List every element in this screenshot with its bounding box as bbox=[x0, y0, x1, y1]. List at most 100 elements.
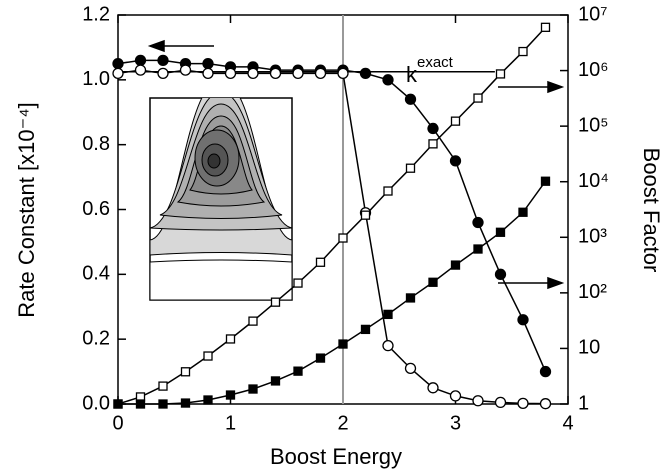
marker bbox=[383, 309, 393, 320]
y2-tick-label: 1 bbox=[578, 392, 589, 414]
y2-tick-label: 10⁷ bbox=[578, 3, 607, 25]
marker bbox=[427, 122, 439, 135]
y2-tick-label: 10² bbox=[578, 281, 607, 303]
marker bbox=[203, 351, 213, 361]
x-tick-label: 4 bbox=[562, 412, 573, 434]
x-tick-label: 2 bbox=[337, 412, 348, 434]
marker bbox=[473, 244, 483, 254]
marker bbox=[539, 398, 552, 410]
marker bbox=[472, 216, 484, 229]
marker bbox=[518, 207, 528, 217]
x-tick-label: 1 bbox=[225, 412, 236, 434]
marker bbox=[494, 396, 507, 409]
marker bbox=[270, 297, 281, 307]
marker bbox=[202, 67, 214, 79]
marker bbox=[269, 67, 282, 79]
marker bbox=[113, 399, 123, 409]
k-exact-k: k bbox=[406, 62, 418, 87]
marker bbox=[292, 67, 304, 79]
marker bbox=[495, 227, 506, 237]
marker bbox=[293, 278, 303, 288]
y-tick-label: 1.0 bbox=[82, 68, 110, 90]
marker bbox=[180, 367, 191, 377]
marker bbox=[158, 381, 168, 391]
marker bbox=[315, 257, 326, 267]
y2-tick-label: 10⁴ bbox=[578, 170, 609, 192]
marker bbox=[135, 399, 146, 409]
x-axis-title: Boost Energy bbox=[270, 444, 402, 469]
marker bbox=[517, 397, 529, 410]
marker bbox=[382, 74, 394, 86]
marker bbox=[359, 67, 372, 79]
marker bbox=[293, 366, 303, 376]
marker bbox=[473, 93, 483, 103]
marker bbox=[495, 69, 506, 79]
marker bbox=[225, 390, 236, 400]
k-exact-label: kexact bbox=[406, 54, 454, 87]
x-tick-label: 3 bbox=[450, 412, 461, 434]
marker bbox=[518, 46, 528, 57]
marker bbox=[450, 260, 461, 270]
y-tick-label: 0.2 bbox=[82, 327, 110, 349]
marker bbox=[360, 324, 371, 335]
marker bbox=[337, 67, 349, 79]
y2-tick-label: 10 bbox=[578, 337, 600, 359]
k-exact-sup: exact bbox=[417, 54, 454, 71]
marker bbox=[427, 382, 439, 394]
marker bbox=[540, 22, 551, 32]
marker bbox=[314, 67, 327, 79]
marker bbox=[494, 268, 507, 280]
marker bbox=[540, 176, 551, 186]
marker bbox=[134, 64, 147, 76]
marker bbox=[179, 64, 192, 76]
marker bbox=[134, 54, 147, 67]
y2-axis-title: Boost Factor bbox=[639, 148, 664, 273]
marker bbox=[338, 233, 348, 243]
marker bbox=[428, 139, 438, 149]
arrows bbox=[147, 39, 565, 290]
marker bbox=[539, 365, 552, 378]
marker bbox=[224, 67, 237, 79]
marker bbox=[360, 210, 371, 220]
marker bbox=[404, 362, 417, 374]
marker bbox=[405, 163, 416, 173]
marker bbox=[247, 67, 259, 79]
y-tick-label: 0.0 bbox=[82, 392, 110, 414]
marker bbox=[248, 316, 258, 326]
marker bbox=[248, 384, 258, 394]
y2-tick-label: 10⁵ bbox=[578, 114, 609, 136]
y-axis-title: Rate Constant [x10⁻⁴] bbox=[14, 102, 39, 318]
marker bbox=[112, 57, 124, 70]
marker bbox=[202, 57, 214, 70]
y-tick-label: 0.6 bbox=[82, 198, 110, 220]
y-tick-label: 0.8 bbox=[82, 133, 110, 155]
marker bbox=[404, 93, 417, 105]
y-tick-label: 1.2 bbox=[82, 3, 110, 25]
marker bbox=[338, 339, 348, 349]
marker bbox=[225, 334, 236, 344]
y-tick-label: 0.4 bbox=[82, 263, 110, 285]
marker bbox=[449, 390, 462, 402]
marker bbox=[315, 353, 326, 363]
y2-tick-label: 10³ bbox=[578, 226, 607, 248]
marker bbox=[383, 186, 393, 196]
marker bbox=[157, 67, 169, 79]
y2-tick-label: 10⁶ bbox=[578, 59, 608, 81]
marker bbox=[270, 376, 281, 386]
marker bbox=[405, 293, 416, 303]
marker bbox=[450, 116, 461, 126]
marker bbox=[180, 398, 191, 408]
marker bbox=[428, 277, 438, 287]
marker bbox=[517, 314, 529, 326]
marker bbox=[157, 54, 169, 67]
inset-contour bbox=[149, 97, 293, 301]
marker bbox=[203, 395, 213, 405]
marker bbox=[449, 155, 462, 167]
marker bbox=[472, 395, 484, 407]
marker bbox=[112, 67, 124, 79]
marker bbox=[158, 399, 168, 409]
x-tick-label: 0 bbox=[112, 412, 123, 434]
marker bbox=[382, 339, 394, 352]
